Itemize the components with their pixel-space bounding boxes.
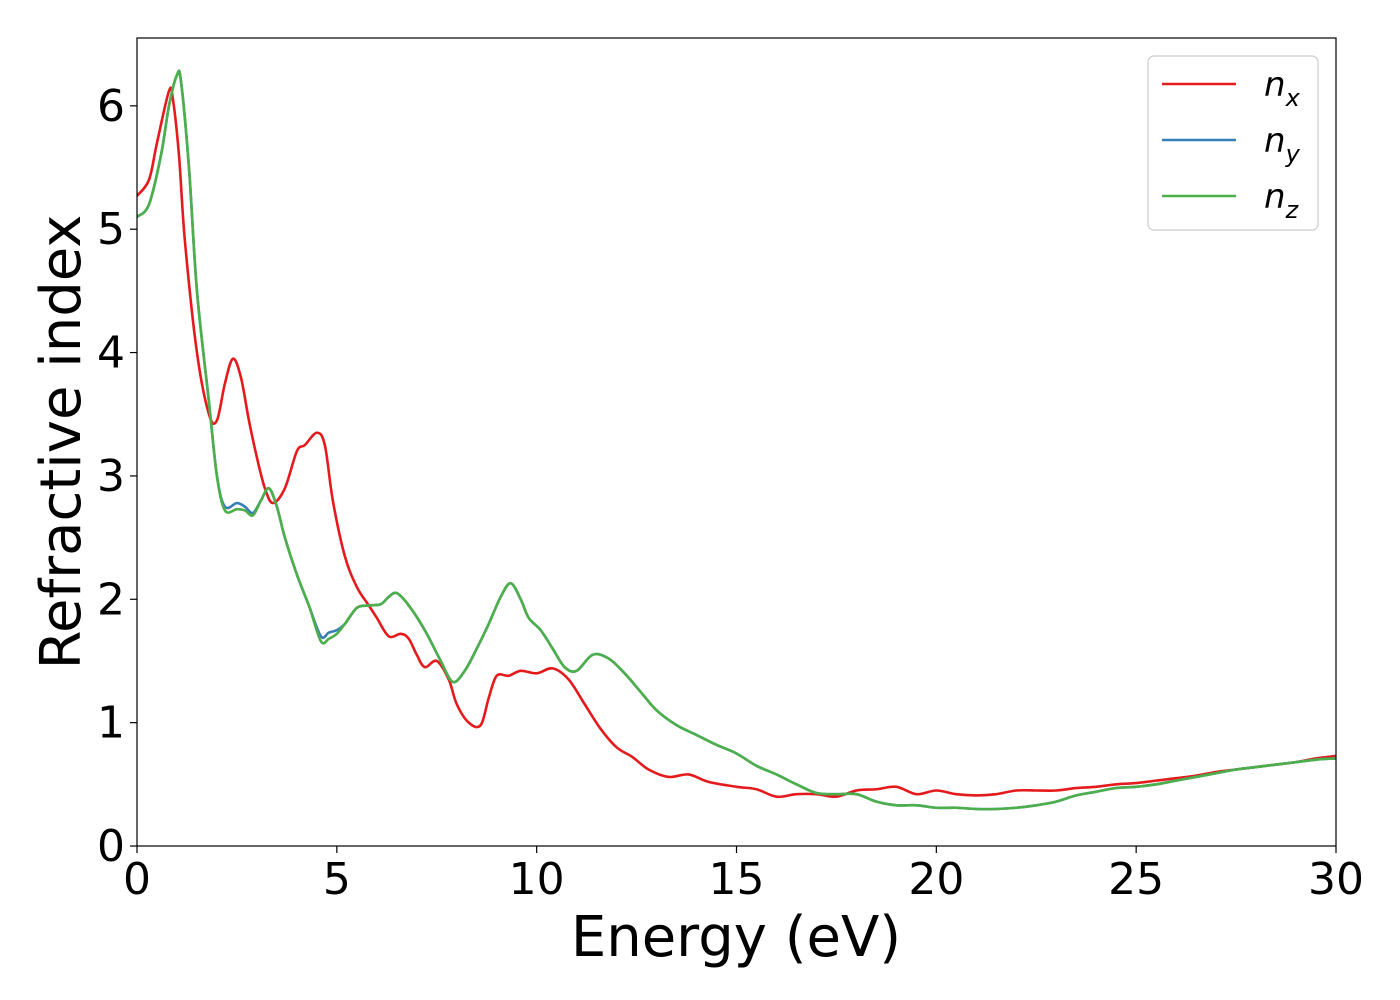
legend-label-n-z: nz <box>1264 177 1300 224</box>
x-tick-label: 5 <box>323 854 351 905</box>
x-tick-label: 10 <box>509 854 565 905</box>
y-tick-label: 4 <box>97 328 125 379</box>
y-tick-label: 0 <box>97 821 125 872</box>
x-axis-title: Energy (eV) <box>571 905 901 970</box>
series-line-n-x <box>137 86 1336 799</box>
legend-label-n-x: nx <box>1264 65 1301 112</box>
y-tick-label: 1 <box>97 698 125 749</box>
legend: nx ny nz <box>1147 55 1319 231</box>
x-tick-label: 25 <box>1108 854 1164 905</box>
legend-box <box>1147 55 1319 231</box>
x-tick-label: 0 <box>123 854 151 905</box>
y-tick-label: 5 <box>97 204 125 255</box>
y-tick-label: 6 <box>97 81 125 132</box>
x-tick-label: 20 <box>908 854 964 905</box>
y-axis-title: Refractive index <box>29 215 94 670</box>
series-line-n-z <box>137 69 1336 811</box>
y-axis-ticks: 0 1 2 3 4 5 6 <box>97 81 137 872</box>
x-tick-label: 30 <box>1308 854 1364 905</box>
plot-area-background <box>137 38 1336 846</box>
legend-label-n-y: ny <box>1264 121 1301 168</box>
x-tick-label: 15 <box>709 854 765 905</box>
x-axis-ticks: 0 5 10 15 20 25 30 <box>123 846 1364 905</box>
y-tick-label: 2 <box>97 574 125 625</box>
y-tick-label: 3 <box>97 451 125 502</box>
series-layer <box>137 69 1336 811</box>
